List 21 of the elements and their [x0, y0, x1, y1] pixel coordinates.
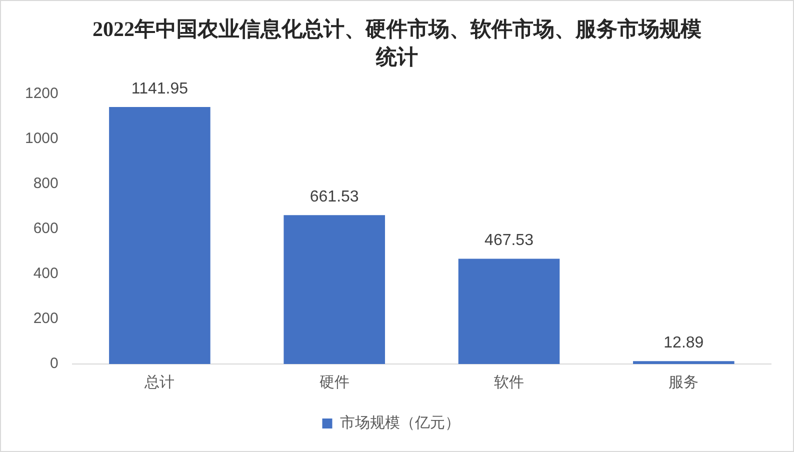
x-tick-label: 硬件 [319, 374, 350, 392]
y-tick-label: 200 [33, 310, 58, 328]
y-tick-label: 1000 [24, 130, 58, 148]
chart-title: 2022年中国农业信息化总计、硬件市场、软件市场、服务市场规模统计 [92, 16, 702, 71]
y-tick-label: 1200 [24, 85, 58, 102]
data-label: 12.89 [664, 334, 704, 352]
y-tick-label: 800 [33, 175, 58, 192]
bar [633, 361, 734, 364]
bar [109, 107, 210, 364]
y-tick-label: 400 [33, 265, 58, 282]
data-label: 1141.95 [131, 80, 188, 98]
data-label: 467.53 [484, 232, 534, 250]
x-tick-label: 软件 [494, 374, 524, 392]
x-tick-label: 服务 [668, 374, 699, 392]
data-label: 661.53 [310, 188, 359, 206]
x-tick-label: 总计 [144, 374, 175, 392]
bar [458, 258, 560, 364]
legend-label: 市场规模（亿元） [340, 414, 460, 432]
bar [284, 215, 386, 364]
y-tick-label: 600 [33, 220, 58, 238]
y-tick-label: 0 [50, 355, 58, 372]
